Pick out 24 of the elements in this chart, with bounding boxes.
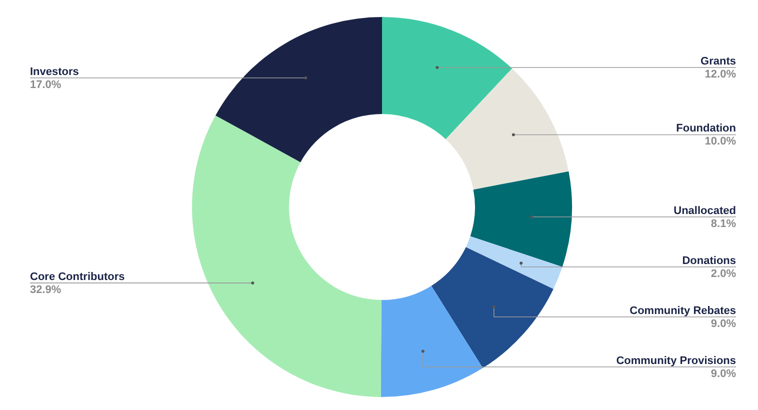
slice-label: Unallocated: [674, 204, 736, 217]
slice-label: Community Provisions: [616, 354, 736, 367]
slice-label: Donations: [682, 254, 736, 267]
data-label: 2.0%: [710, 268, 736, 280]
donut-slice: [466, 236, 562, 289]
donut-slice: [470, 171, 572, 267]
donut-slice: [382, 17, 512, 140]
donut-slice: [446, 68, 569, 190]
donut-slice: [192, 115, 382, 397]
data-label: 9.0%: [710, 318, 736, 330]
data-label: 10.0%: [704, 136, 736, 148]
donut-slice: [216, 17, 382, 162]
donut-slice: [431, 247, 554, 368]
slice-label: Community Rebates: [630, 304, 736, 317]
data-label: 9.0%: [710, 368, 736, 380]
data-label: 12.0%: [704, 68, 736, 81]
data-label: 17.0%: [30, 78, 62, 91]
donut-slice: [380, 286, 483, 397]
slice-label: Foundation: [676, 122, 736, 135]
slice-label: Core Contributors: [30, 270, 125, 283]
slice-label: Investors: [30, 66, 79, 78]
slice-label: Grants: [700, 56, 736, 68]
data-label: 32.9%: [30, 284, 62, 296]
data-label: 8.1%: [710, 218, 736, 230]
